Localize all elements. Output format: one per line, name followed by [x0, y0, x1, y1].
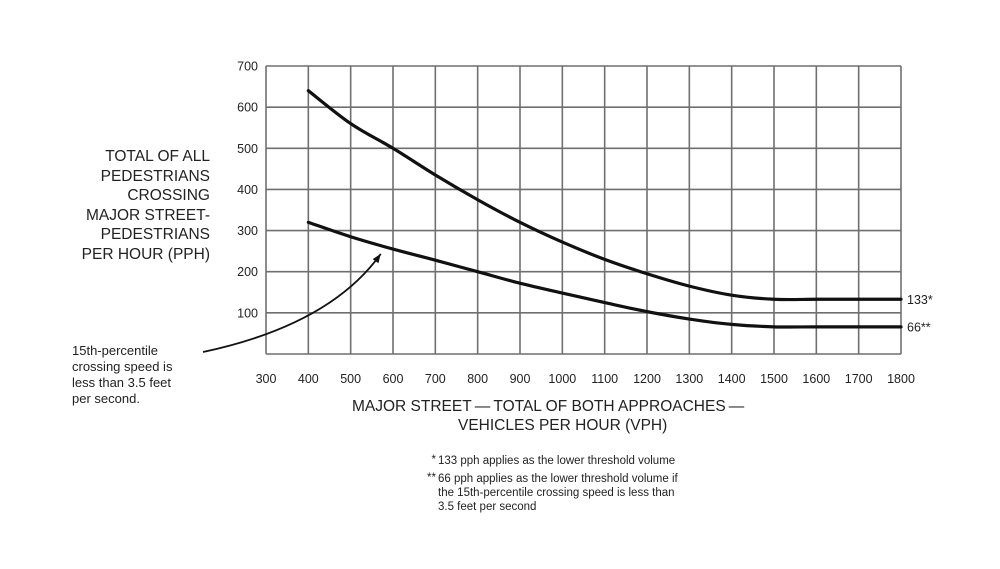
x-tick-label: 1800	[887, 372, 915, 386]
y-tick-label: 700	[237, 60, 258, 74]
annotation-arrow	[202, 253, 382, 353]
x-tick-label: 300	[256, 372, 277, 386]
y-tick-label: 400	[237, 183, 258, 197]
x-tick-label: 500	[340, 372, 361, 386]
y-tick-label: 300	[237, 224, 258, 238]
y-axis-label-line: PEDESTRIANS	[100, 167, 210, 185]
annotation-line: per second.	[72, 391, 140, 406]
footnote-line: 66 pph applies as the lower threshold vo…	[438, 473, 678, 485]
x-tick-label: 1700	[845, 372, 873, 386]
y-axis-label-line: CROSSING	[127, 187, 210, 204]
series-curve-1	[306, 89, 903, 302]
footnote-line: 133 pph applies as the lower threshold v…	[438, 455, 676, 467]
x-tick-label: 1200	[633, 372, 661, 386]
arrowhead-icon	[372, 253, 381, 264]
annotation-line: less than 3.5 feet	[72, 375, 172, 390]
y-tick-label: 600	[237, 101, 258, 115]
x-tick-label: 1500	[760, 372, 788, 386]
grid	[265, 65, 902, 355]
x-tick-label: 700	[425, 372, 446, 386]
x-axis-label-line: VEHICLES PER HOUR (VPH)	[458, 417, 668, 434]
arrow-line	[202, 253, 382, 353]
footnotes: * 133 pph applies as the lower threshold…	[422, 454, 782, 518]
y-tick-label: 200	[237, 265, 258, 279]
x-tick-label: 1300	[675, 372, 703, 386]
series-end-label: 133*	[907, 293, 933, 307]
x-tick-label: 600	[383, 372, 404, 386]
x-tick-label: 1000	[548, 372, 576, 386]
x-tick-label: 1100	[591, 372, 618, 386]
y-tick-label: 100	[237, 306, 258, 320]
x-tick-label: 400	[298, 372, 319, 386]
data-series	[306, 89, 903, 329]
y-axis-label-line: MAJOR STREET-	[85, 206, 210, 224]
axis-ticks: 300 400 500 600 700 800 900 1000 1100 1200 1300 140…	[237, 60, 915, 387]
y-axis-label-line: TOTAL OF ALL	[105, 148, 210, 165]
annotation-line: crossing speed is	[72, 359, 173, 374]
footnote-line: 3.5 feet per second	[438, 501, 537, 513]
footnote: * 133 pph applies as the lower threshold…	[422, 454, 782, 468]
x-tick-label: 1600	[802, 372, 830, 386]
footnote-line: the 15th-percentile crossing speed is le…	[438, 487, 675, 499]
series-curve-2	[306, 220, 903, 329]
y-tick-label: 500	[237, 142, 258, 156]
x-tick-label: 900	[510, 372, 531, 386]
x-tick-label: 1400	[718, 372, 746, 386]
y-axis-label-line: PER HOUR (PPH)	[81, 245, 210, 263]
footnote-mark: **	[427, 472, 436, 484]
y-axis-label-line: PEDESTRIANS	[100, 226, 210, 243]
x-tick-label: 800	[467, 372, 488, 386]
series-end-label: 66**	[907, 320, 931, 334]
y-axis-label: TOTAL OF ALL PEDESTRIANS CROSSING MAJOR …	[40, 147, 210, 264]
footnote-mark: *	[431, 454, 436, 466]
x-axis-label-line: MAJOR STREET — TOTAL OF BOTH APPROACHES …	[352, 398, 745, 415]
annotation-line: 15th-percentile	[72, 343, 158, 358]
footnote: ** 66 pph applies as the lower threshold…	[422, 472, 782, 514]
series-end-labels: 133* 66**	[907, 293, 933, 335]
annotation-text: 15th-percentile crossing speed is less t…	[72, 343, 232, 407]
